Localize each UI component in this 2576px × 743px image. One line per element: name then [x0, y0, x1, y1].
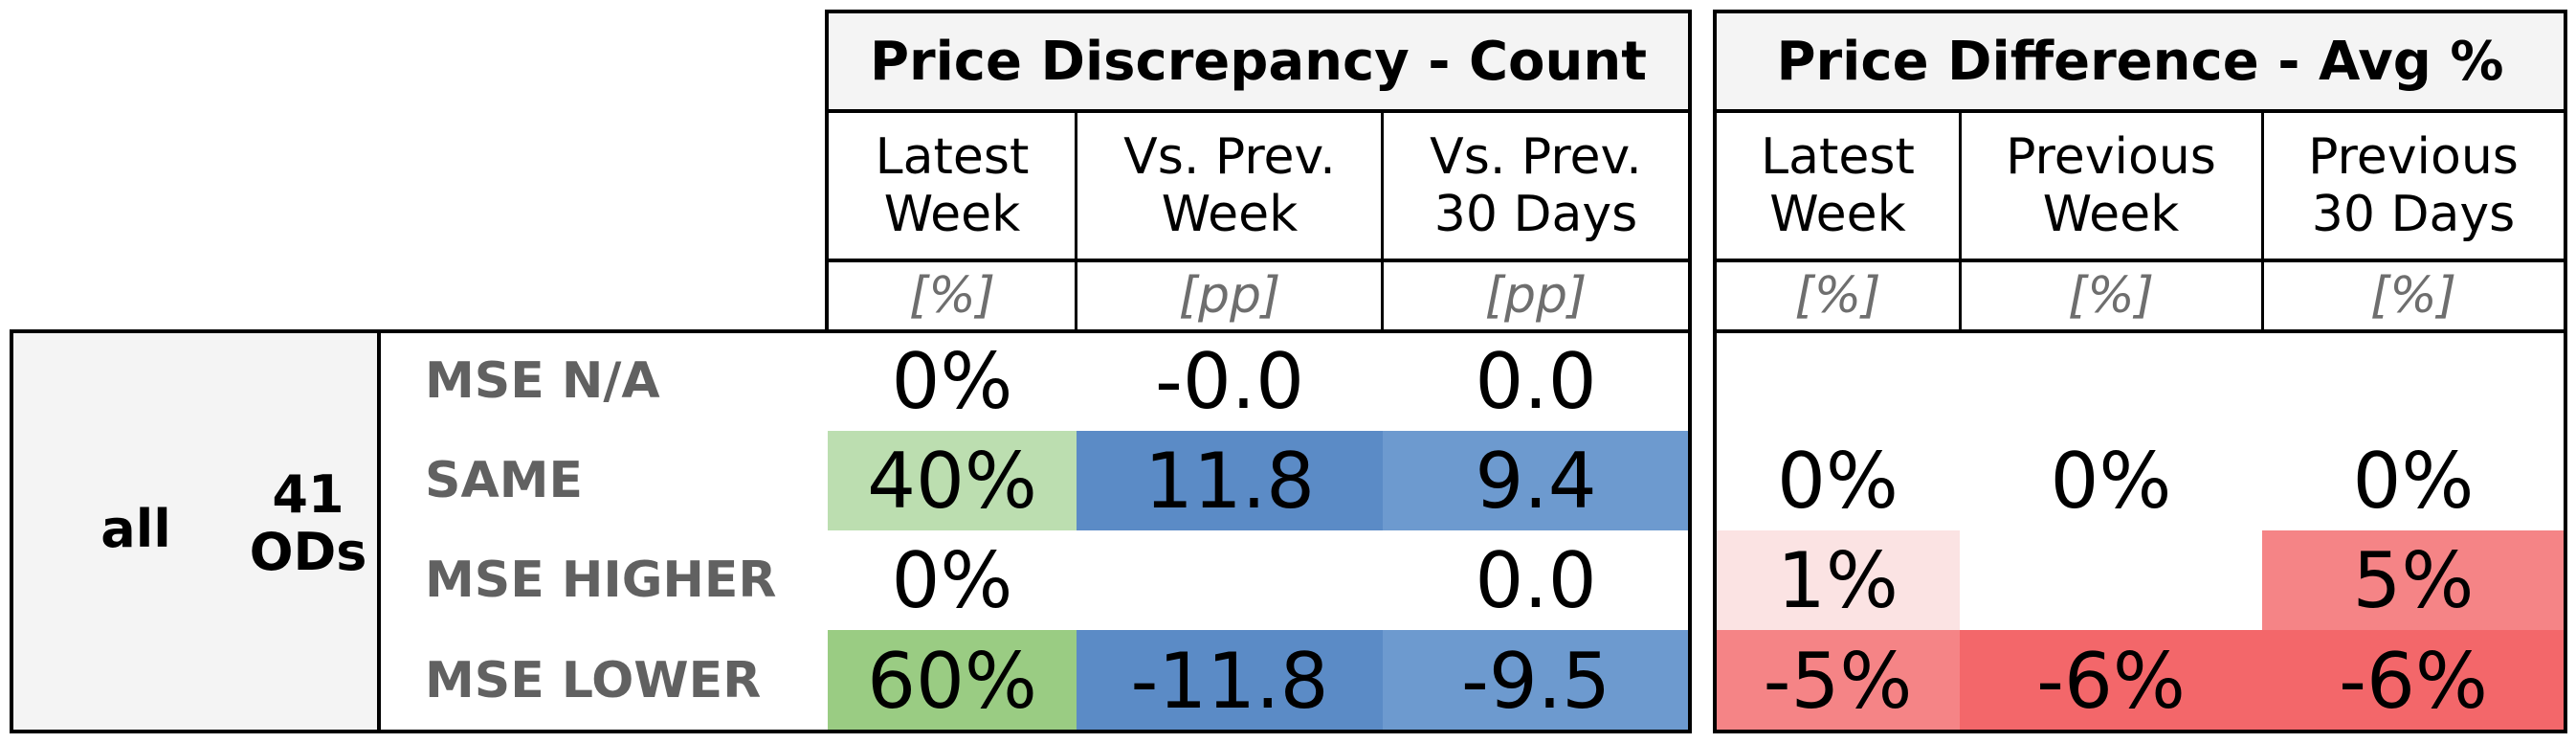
value-cell-right-previous-30-days: 0% — [2262, 431, 2565, 530]
border-line — [825, 109, 1692, 113]
od-count: 41 — [272, 463, 344, 525]
value-cell-left-vs-prev-30-days: -9.5 — [1383, 630, 1689, 732]
border-line — [1381, 111, 1384, 331]
row-label-mse-na: MSE N/A — [425, 352, 660, 410]
value-cell-left-latest-week: 40% — [828, 431, 1077, 530]
col-header-previous-week: Previous Week — [1960, 111, 2262, 260]
border-line — [1075, 111, 1077, 331]
value-cell-left-latest-week: 0% — [828, 331, 1077, 431]
value-cell-left-vs-prev-week: 11.8 — [1077, 431, 1383, 530]
border-line — [1713, 730, 2567, 733]
col-header-latest-week: Latest Week — [828, 111, 1077, 260]
border-line — [10, 329, 1692, 333]
value-cell-left-vs-prev-30-days: 0.0 — [1383, 331, 1689, 431]
unit-label: [%] — [828, 260, 1077, 331]
border-line — [1713, 109, 2567, 113]
value-cell-left-latest-week: 60% — [828, 630, 1077, 732]
row-label-same: SAME — [425, 452, 583, 509]
segment-label: all — [100, 498, 171, 559]
value-cell-left-vs-prev-30-days: 0.0 — [1383, 530, 1689, 630]
border-line — [2564, 10, 2567, 733]
border-line — [1713, 10, 2567, 13]
value-cell-right-latest-week — [1716, 331, 1960, 431]
border-line — [1713, 329, 2567, 333]
value-cell-right-previous-30-days: -6% — [2262, 630, 2565, 732]
border-line — [10, 730, 1692, 733]
value-cell-right-previous-week: -6% — [1960, 630, 2262, 732]
border-line — [825, 259, 1692, 262]
value-cell-right-latest-week: 1% — [1716, 530, 1960, 630]
border-line — [1713, 10, 1717, 733]
col-header-vs-prev-30-days: Vs. Prev. 30 Days — [1383, 111, 1689, 260]
od-count-unit: ODs — [249, 521, 367, 582]
value-cell-right-previous-week: 0% — [1960, 431, 2262, 530]
unit-label: [%] — [2262, 260, 2565, 331]
value-cell-left-vs-prev-week: -11.8 — [1077, 630, 1383, 732]
right-table-title: Price Difference - Avg % — [1716, 11, 2565, 111]
border-line — [10, 329, 13, 733]
group-header: all 41 ODs — [11, 331, 379, 732]
row-label-mse-lower: MSE LOWER — [425, 652, 762, 709]
border-line — [1713, 259, 2567, 262]
value-cell-left-vs-prev-week — [1077, 530, 1383, 630]
border-line — [825, 10, 1692, 13]
col-header-latest-week: Latest Week — [1716, 111, 1960, 260]
border-line — [1688, 10, 1692, 733]
value-cell-right-previous-week — [1960, 530, 2262, 630]
value-cell-right-latest-week: 0% — [1716, 431, 1960, 530]
row-label-mse-higher: MSE HIGHER — [425, 552, 777, 609]
unit-label: [%] — [1716, 260, 1960, 331]
value-cell-right-previous-week — [1960, 331, 2262, 431]
unit-label: [%] — [1960, 260, 2262, 331]
value-cell-right-latest-week: -5% — [1716, 630, 1960, 732]
value-cell-left-vs-prev-week: -0.0 — [1077, 331, 1383, 431]
border-line — [2261, 111, 2264, 331]
unit-label: [pp] — [1383, 260, 1689, 331]
col-header-previous-30-days: Previous 30 Days — [2262, 111, 2565, 260]
value-cell-right-previous-30-days — [2262, 331, 2565, 431]
value-cell-right-previous-30-days: 5% — [2262, 530, 2565, 630]
border-line — [1959, 111, 1962, 331]
value-cell-left-vs-prev-30-days: 9.4 — [1383, 431, 1689, 530]
unit-label: [pp] — [1077, 260, 1383, 331]
left-table-title: Price Discrepancy - Count — [828, 11, 1689, 111]
border-line — [377, 331, 381, 732]
border-line — [825, 10, 829, 331]
col-header-vs-prev-week: Vs. Prev. Week — [1077, 111, 1383, 260]
value-cell-left-latest-week: 0% — [828, 530, 1077, 630]
